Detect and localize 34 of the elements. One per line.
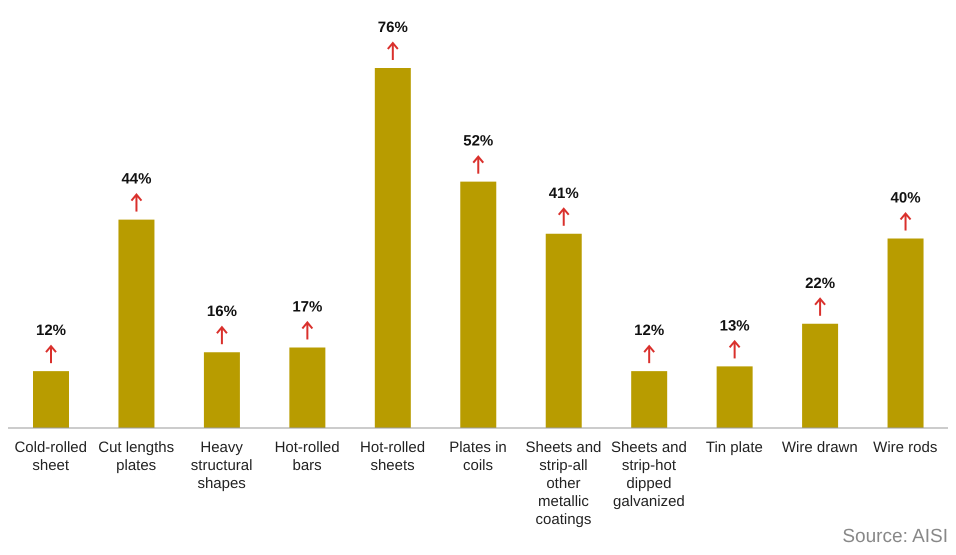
data-label: 44% [121, 170, 152, 188]
data-label: 12% [36, 322, 66, 340]
data-label: 40% [890, 190, 921, 207]
x-tick-label: Tin plate [706, 439, 763, 456]
x-tick-label: Cut lengths plates [98, 439, 174, 474]
bar [289, 347, 326, 428]
x-tick-label: Heavy structural shapes [190, 439, 252, 492]
data-label: 76% [378, 19, 408, 36]
x-tick-label: Sheets and strip-all other metallic coatings [526, 439, 602, 528]
bar [204, 352, 240, 428]
bar [802, 324, 838, 428]
bar [374, 68, 411, 428]
bar [631, 371, 668, 428]
data-label: 16% [206, 303, 237, 320]
x-tick-label: Plates in coils [449, 439, 507, 474]
bar [546, 234, 582, 428]
x-tick-label: Hot-rolled bars [274, 439, 340, 474]
source-note: Source: AISI [842, 526, 948, 548]
bar [888, 238, 924, 428]
bar [118, 220, 154, 428]
data-label: 22% [805, 274, 836, 292]
data-label: 52% [463, 132, 494, 150]
x-tick-label: Cold-rolled sheet [14, 439, 87, 474]
bar [460, 182, 496, 428]
x-tick-label: Wire rods [873, 439, 938, 456]
x-tick-label: Sheets and strip-hot dipped galvanized [610, 439, 687, 510]
bar [33, 371, 69, 428]
data-label: 13% [720, 317, 750, 334]
x-tick-label: Hot-rolled sheets [360, 439, 426, 474]
bar [716, 366, 753, 428]
data-label: 41% [548, 184, 579, 202]
data-label: 17% [292, 298, 322, 316]
x-tick-label: Wire drawn [782, 439, 858, 456]
data-label: 12% [634, 322, 664, 340]
